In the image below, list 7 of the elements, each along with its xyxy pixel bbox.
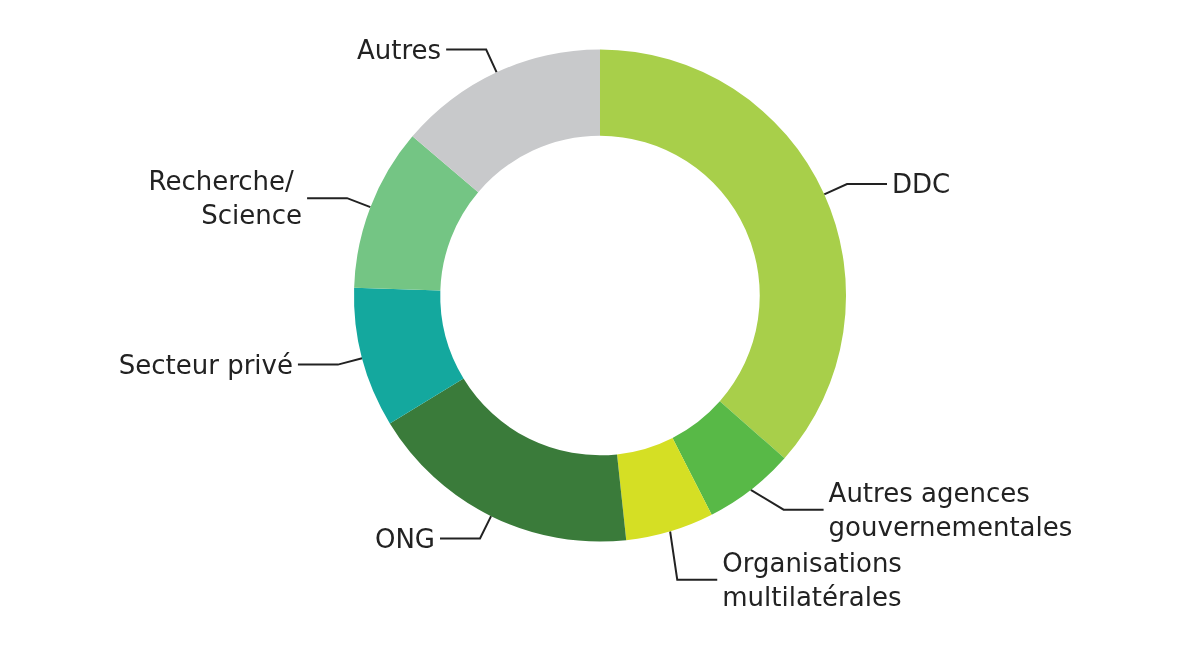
slice-label: Organisations multilatérales <box>722 547 911 612</box>
slice-label: Recherche/ Science <box>148 166 303 231</box>
slice-label: Autres <box>357 34 442 65</box>
slice-label: DDC <box>892 169 951 200</box>
slice-label: Secteur privé <box>118 349 293 380</box>
slice-label: Autres agences gouvernementales <box>828 477 1073 542</box>
slice-label: ONG <box>374 523 436 554</box>
